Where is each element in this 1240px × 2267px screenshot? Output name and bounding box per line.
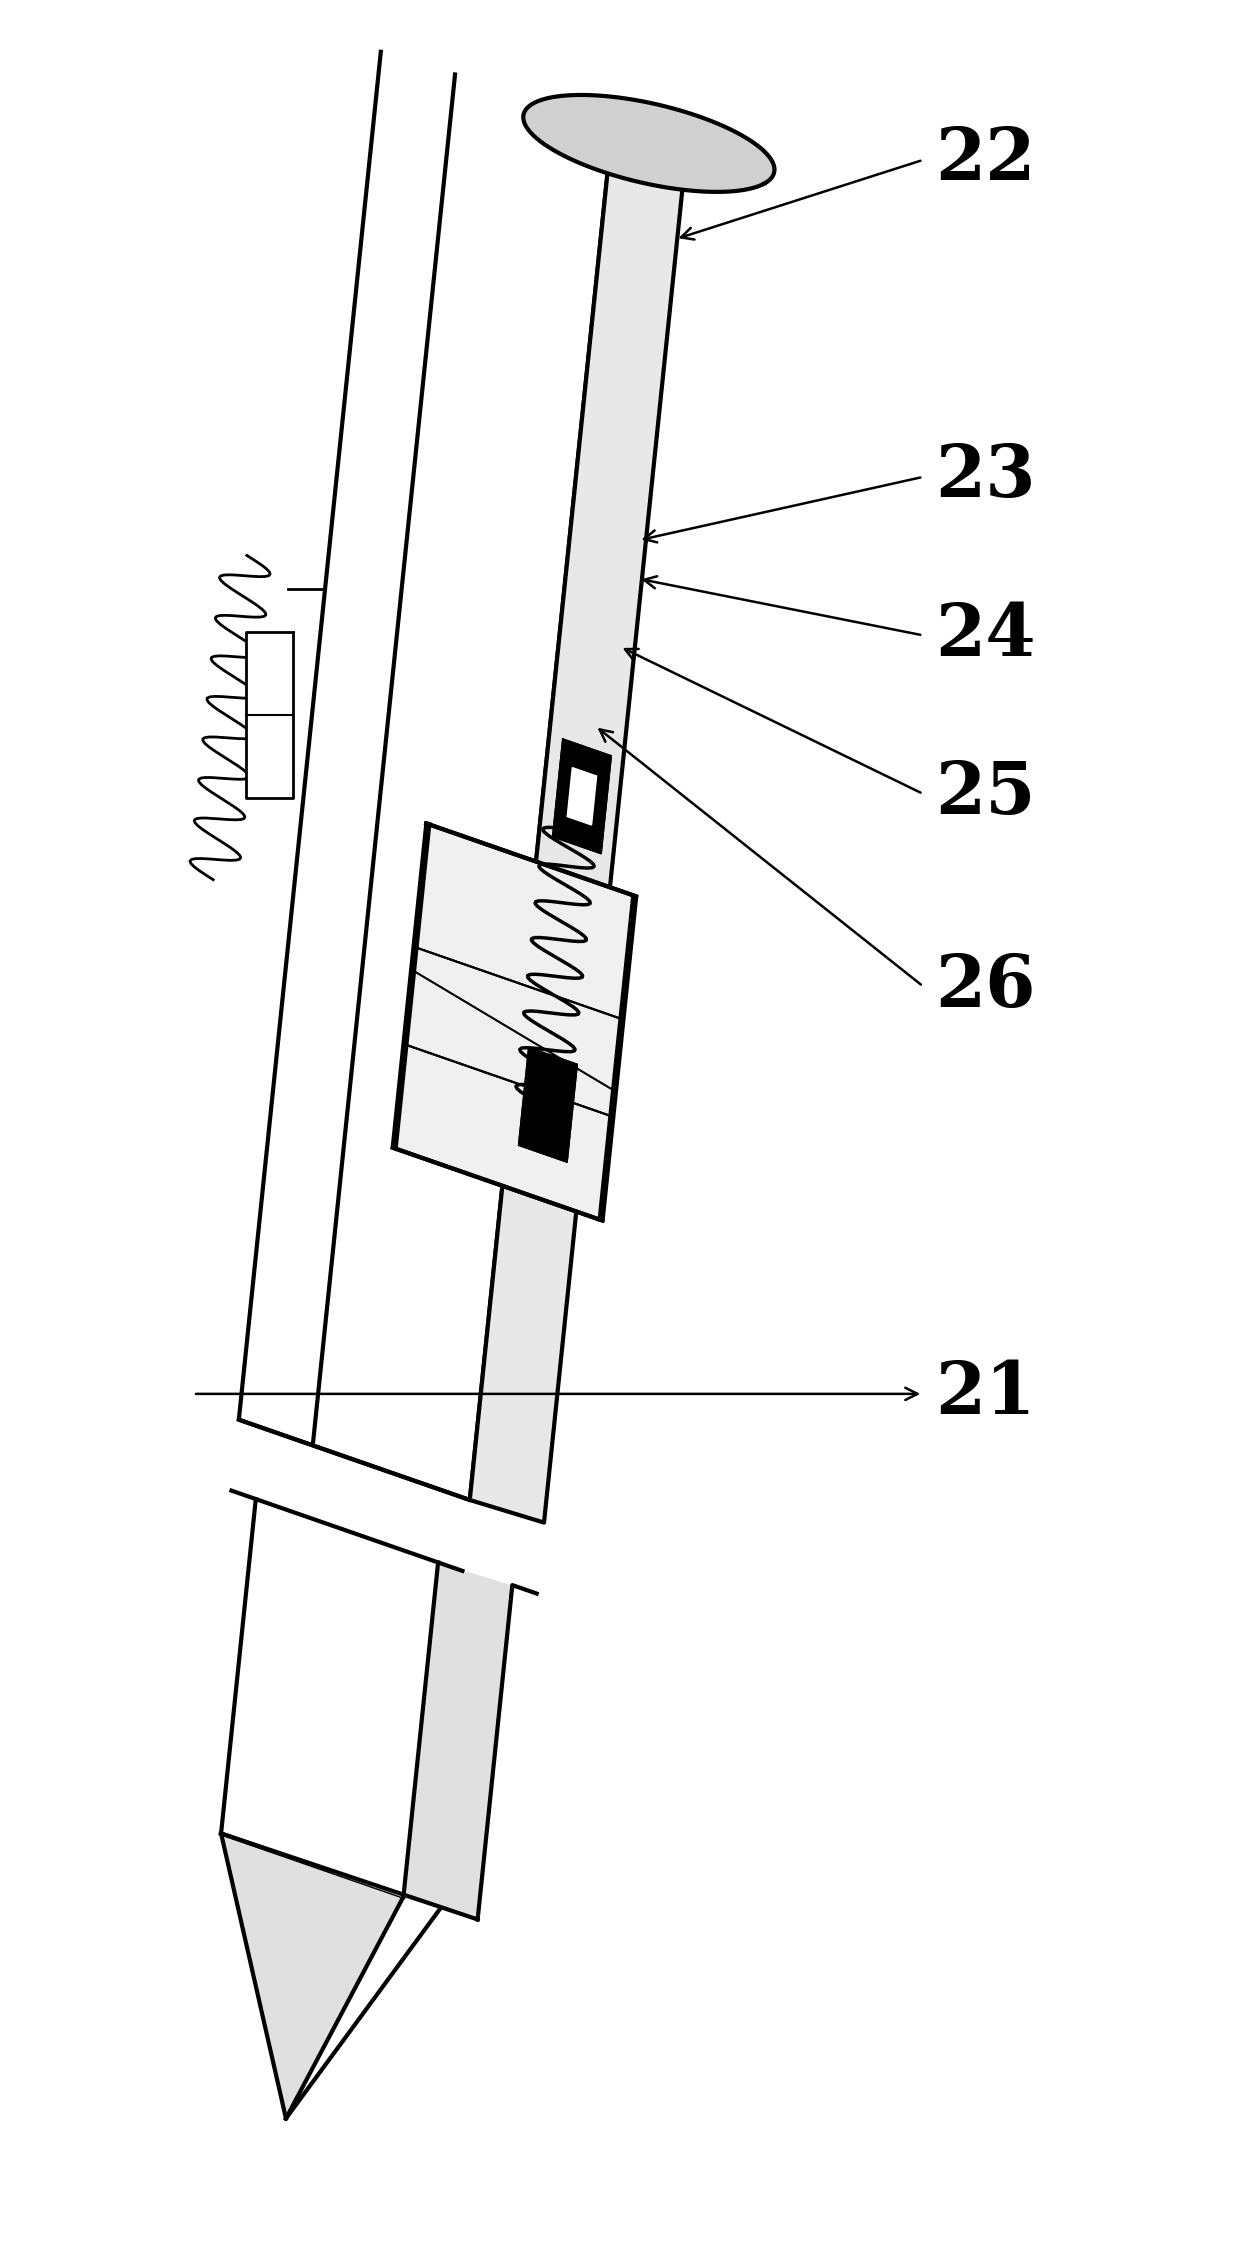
Text: 23: 23 (935, 442, 1035, 512)
Polygon shape (470, 131, 686, 1523)
Text: 22: 22 (935, 125, 1035, 195)
Text: 21: 21 (935, 1358, 1035, 1430)
Text: 26: 26 (935, 950, 1035, 1022)
Text: 24: 24 (935, 601, 1037, 671)
Polygon shape (396, 825, 636, 1220)
Polygon shape (221, 1498, 438, 1897)
Polygon shape (221, 1834, 403, 2117)
Polygon shape (523, 95, 775, 193)
Polygon shape (393, 823, 634, 1220)
Polygon shape (553, 739, 611, 855)
Polygon shape (239, 52, 611, 1501)
Text: 25: 25 (935, 759, 1035, 830)
Polygon shape (567, 769, 596, 825)
Polygon shape (518, 1047, 578, 1163)
Polygon shape (246, 632, 293, 798)
Polygon shape (221, 1834, 477, 1920)
Polygon shape (403, 1562, 537, 1920)
